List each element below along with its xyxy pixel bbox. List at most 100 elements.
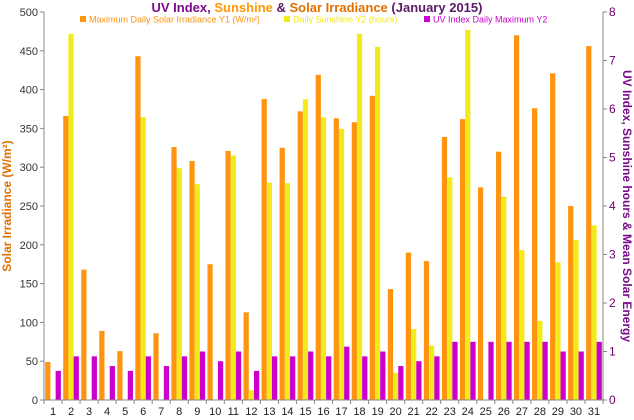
bar-s1-day-14 <box>284 183 291 400</box>
x-tick-label-22: 22 <box>426 406 438 418</box>
bar-s2-day-21 <box>416 361 422 400</box>
title-part-5: (January 2015) <box>388 0 483 15</box>
legend-swatch-2 <box>424 16 430 22</box>
right-tick-label-8: 8 <box>609 5 616 19</box>
x-tick-label-6: 6 <box>140 406 146 418</box>
bar-s1-day-2 <box>68 33 74 400</box>
bar-s1-day-23 <box>447 177 453 400</box>
bar-s2-day-5 <box>127 370 133 400</box>
bar-s1-day-8 <box>176 168 182 400</box>
x-tick-label-28: 28 <box>534 406 546 418</box>
bar-s0-day-24 <box>459 119 466 400</box>
right-tick-label-0: 0 <box>609 393 616 407</box>
title-part-4: Solar Irradiance <box>290 0 388 15</box>
x-tick-label-21: 21 <box>408 406 420 418</box>
bar-s1-day-9 <box>194 184 200 400</box>
bar-s2-day-2 <box>73 356 79 400</box>
y2-axis-title: UV Index, Sunshine hours & Mean Solar En… <box>620 70 634 342</box>
x-tick-label-10: 10 <box>209 406 221 418</box>
bar-s2-day-16 <box>326 356 332 400</box>
bar-s2-day-14 <box>290 356 296 400</box>
bar-s1-day-30 <box>573 239 579 400</box>
left-tick-label-200: 200 <box>20 240 38 252</box>
x-tick-label-2: 2 <box>68 406 74 418</box>
bar-s1-day-12 <box>248 390 254 400</box>
right-tick-label-5: 5 <box>609 151 616 165</box>
bar-s1-day-17 <box>338 128 345 400</box>
bar-s0-day-29 <box>550 73 556 401</box>
right-tick-label-7: 7 <box>609 54 616 68</box>
bar-s0-day-21 <box>405 252 412 400</box>
bar-s1-day-22 <box>429 345 435 400</box>
bar-s0-day-27 <box>514 35 520 400</box>
x-tick-label-18: 18 <box>353 406 365 418</box>
bar-s1-day-29 <box>555 262 561 400</box>
bar-s1-day-27 <box>519 250 525 400</box>
x-axis-ticks: 1 2 3 4 5 6 7 8 9 10 11 12 13 14 15 16 17 18 19 20 21 22 23 24 2… <box>43 400 604 418</box>
right-axis-ticks: 0 1 2 3 4 5 6 7 8 <box>603 5 616 407</box>
x-tick-label-30: 30 <box>570 406 582 418</box>
bar-s0-day-17 <box>333 118 339 400</box>
bar-s2-day-28 <box>542 341 548 400</box>
bar-s2-day-10 <box>217 361 224 400</box>
bar-s2-day-18 <box>362 356 368 400</box>
bar-s2-day-4 <box>109 366 115 400</box>
title-part-0: UV Index <box>152 0 208 15</box>
right-tick-label-6: 6 <box>609 102 616 116</box>
right-tick-label-4: 4 <box>609 199 616 213</box>
bar-s0-day-13 <box>261 98 267 400</box>
x-tick-label-14: 14 <box>281 406 293 418</box>
bar-s0-day-15 <box>297 111 303 400</box>
bar-s0-day-22 <box>423 261 430 400</box>
bar-s0-day-11 <box>225 150 231 400</box>
title-part-1: , <box>207 0 214 15</box>
bar-s0-day-20 <box>387 289 394 400</box>
x-tick-label-27: 27 <box>516 406 528 418</box>
bar-s1-day-6 <box>140 117 146 400</box>
bar-s2-day-9 <box>199 351 206 400</box>
x-tick-label-24: 24 <box>462 406 474 418</box>
x-tick-label-25: 25 <box>480 406 492 418</box>
bar-layer <box>45 29 602 401</box>
x-tick-label-12: 12 <box>245 406 257 418</box>
right-tick-label-3: 3 <box>609 248 616 262</box>
bar-s2-day-29 <box>560 351 566 400</box>
bar-s1-day-13 <box>266 182 273 400</box>
right-tick-label-2: 2 <box>609 296 616 310</box>
title-part-2: Sunshine <box>214 0 273 15</box>
x-tick-label-5: 5 <box>122 406 128 418</box>
left-tick-label-350: 350 <box>20 123 38 135</box>
left-tick-label-450: 450 <box>20 46 38 58</box>
x-tick-label-17: 17 <box>335 406 347 418</box>
bar-s2-day-17 <box>344 346 350 400</box>
bar-s0-day-25 <box>477 187 484 400</box>
left-tick-label-100: 100 <box>20 317 38 329</box>
bar-s1-day-24 <box>465 29 471 400</box>
x-tick-label-11: 11 <box>228 406 239 418</box>
bar-s2-day-31 <box>596 341 602 400</box>
bar-s1-day-18 <box>356 33 363 400</box>
bar-s0-day-30 <box>568 206 574 400</box>
x-tick-label-8: 8 <box>176 406 182 418</box>
x-tick-label-1: 1 <box>50 406 56 418</box>
left-tick-label-250: 250 <box>20 201 38 213</box>
left-tick-label-0: 0 <box>32 395 38 407</box>
bar-s2-day-30 <box>578 351 584 400</box>
bar-s2-day-19 <box>380 351 386 400</box>
bar-s0-day-6 <box>135 56 141 400</box>
bar-s0-day-2 <box>63 115 69 400</box>
chart-title: UV Index, Sunshine & Solar Irradiance (J… <box>152 0 483 15</box>
left-tick-label-400: 400 <box>20 85 38 97</box>
bar-s0-day-31 <box>586 46 592 400</box>
left-axis-ticks: 0 50 100 150 200 250 300 350 400 450 500 <box>20 7 44 407</box>
bar-s0-day-14 <box>279 147 285 400</box>
right-tick-label-1: 1 <box>609 345 616 359</box>
bar-s0-day-12 <box>243 312 249 400</box>
bar-s1-day-28 <box>537 320 543 400</box>
x-tick-label-7: 7 <box>158 406 164 418</box>
x-tick-label-23: 23 <box>444 406 456 418</box>
x-tick-label-31: 31 <box>588 406 600 418</box>
bar-s1-day-21 <box>411 329 417 400</box>
x-tick-label-29: 29 <box>552 406 564 418</box>
